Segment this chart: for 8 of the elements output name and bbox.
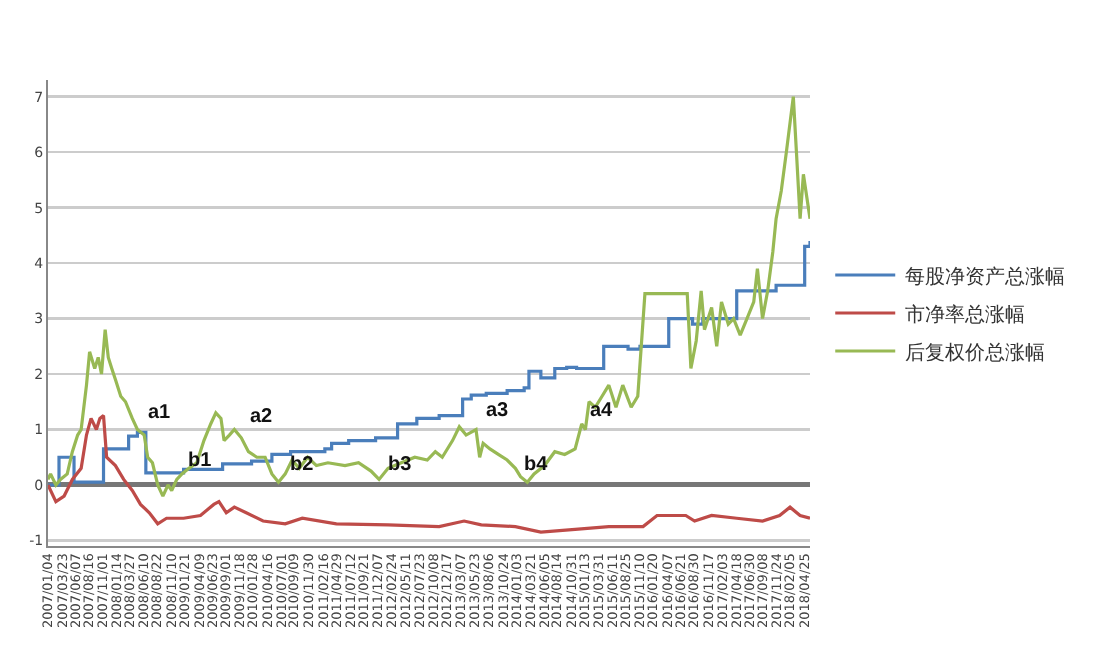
annotation: a4 (590, 400, 614, 422)
line-series (48, 95, 810, 498)
annotation: a3 (486, 400, 510, 422)
annotation: a2 (250, 406, 274, 428)
annotation: a1 (148, 402, 172, 424)
legend-label: 后复权价总涨幅 (905, 340, 1046, 365)
legend-label: 每股净资产总涨幅 (905, 264, 1066, 289)
legend-label: 市净率总涨幅 (905, 302, 1026, 327)
